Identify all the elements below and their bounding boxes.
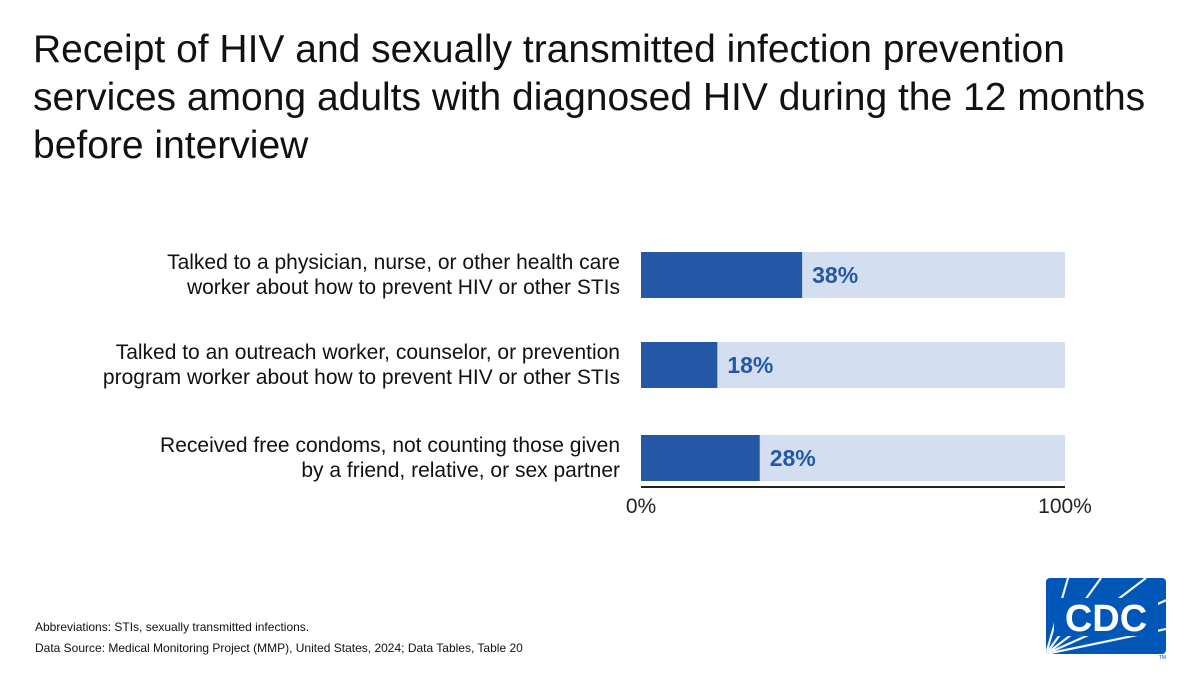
svg-text:TM: TM	[1159, 655, 1166, 660]
cdc-logo: CDC TM	[1046, 578, 1166, 660]
x-tick-label: 100%	[1038, 495, 1092, 518]
bar	[641, 252, 803, 298]
abbreviations-note: Abbreviations: STIs, sexually transmitte…	[35, 620, 310, 634]
category-label-line: Talked to an outreach worker, counselor,…	[115, 341, 620, 364]
data-source-note: Data Source: Medical Monitoring Project …	[35, 641, 523, 655]
category-label: Talked to an outreach worker, counselor,…	[60, 340, 620, 390]
bar-value-label: 38%	[812, 262, 858, 288]
bar	[641, 435, 760, 481]
category-label: Talked to a physician, nurse, or other h…	[60, 250, 620, 300]
bar	[641, 342, 718, 388]
category-label-line: worker about how to prevent HIV or other…	[186, 276, 620, 299]
x-tick-label: 0%	[626, 495, 656, 518]
category-label: Received free condoms, not counting thos…	[60, 433, 620, 483]
chart-title: Receipt of HIV and sexually transmitted …	[33, 28, 1146, 167]
category-label-line: program worker about how to prevent HIV …	[102, 366, 620, 389]
bar-value-label: 18%	[727, 352, 773, 378]
cdc-logo-text: CDC	[1065, 598, 1147, 640]
category-label-line: by a friend, relative, or sex partner	[301, 459, 620, 482]
category-label-line: Received free condoms, not counting thos…	[160, 434, 620, 457]
bar-value-label: 28%	[770, 445, 816, 471]
category-label-line: Talked to a physician, nurse, or other h…	[167, 251, 620, 274]
